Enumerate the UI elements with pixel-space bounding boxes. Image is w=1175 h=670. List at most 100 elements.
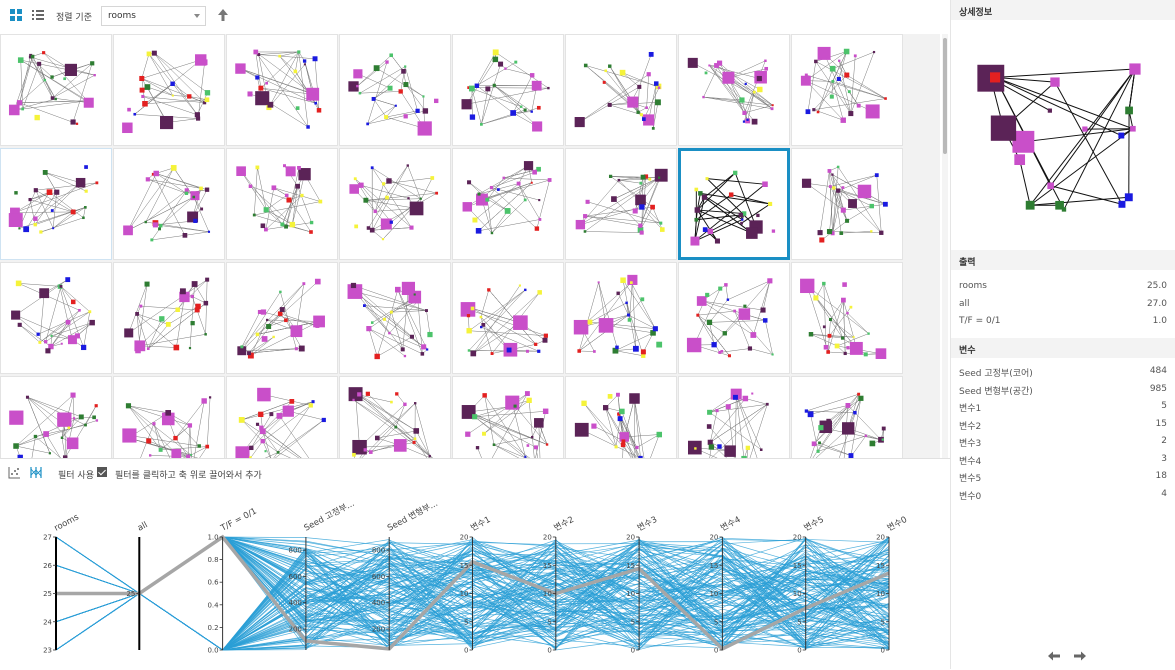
thumbnail-graph	[453, 377, 563, 458]
graph-nodes	[124, 278, 209, 354]
thumbnail-graph	[114, 377, 224, 458]
parallel-coordinates-icon[interactable]	[29, 466, 43, 479]
scatter-plot-icon[interactable]	[8, 466, 21, 479]
sort-ascending-icon[interactable]	[216, 8, 230, 22]
pc-tick-label: 600	[372, 573, 385, 581]
pc-tick-label: 0	[631, 647, 635, 655]
arrow-right-icon[interactable]	[1074, 652, 1086, 661]
detail-title: 상세정보	[951, 0, 1175, 20]
pc-tick-label: 10	[460, 590, 469, 598]
list-view-icon[interactable]	[31, 8, 45, 22]
graph-nodes	[576, 169, 668, 235]
output-row-key: T/F = 0/1	[959, 316, 1000, 333]
result-thumbnail[interactable]	[452, 148, 564, 260]
pc-tick-label: 5	[881, 618, 885, 626]
result-thumbnail[interactable]	[678, 262, 790, 374]
pc-tick-label: 10	[793, 590, 802, 598]
result-thumbnail[interactable]	[0, 376, 112, 458]
result-thumbnail[interactable]	[0, 34, 112, 146]
grid-view-icon[interactable]	[9, 8, 23, 22]
variable-row-value: 4	[1161, 489, 1167, 506]
result-thumbnail[interactable]	[339, 376, 451, 458]
pc-tick-label: 20	[876, 534, 885, 542]
variables-section-title: 변수	[951, 338, 1175, 358]
filter-enable-checkbox[interactable]	[97, 467, 107, 477]
thumbnail-graph	[792, 149, 902, 259]
graph-nodes	[235, 50, 321, 129]
pc-axis-label: rooms	[53, 512, 82, 533]
result-thumbnail[interactable]	[678, 376, 790, 458]
variable-row-key: 변수4	[959, 454, 981, 471]
result-thumbnail[interactable]	[452, 262, 564, 374]
result-thumbnail[interactable]	[339, 148, 451, 260]
variable-row-value: 484	[1150, 366, 1167, 383]
pc-tick-label: 0.4	[207, 601, 219, 609]
pc-tick-label: 20	[793, 534, 802, 542]
pc-tick-label: 800	[289, 547, 302, 555]
result-thumbnail[interactable]	[565, 262, 677, 374]
thumbnail-graph	[1, 149, 111, 259]
variable-row-value: 3	[1161, 454, 1167, 471]
result-thumbnail[interactable]	[678, 148, 790, 260]
variable-row-value: 18	[1156, 471, 1167, 488]
pc-axis-label: 변수1	[469, 514, 493, 534]
result-thumbnail[interactable]	[791, 376, 903, 458]
result-thumbnail[interactable]	[339, 34, 451, 146]
thumbnail-graph	[1, 263, 111, 373]
variable-row: Seed 고정부(코어)484	[959, 366, 1167, 383]
result-thumbnail[interactable]	[113, 34, 225, 146]
graph-nodes	[575, 52, 662, 130]
result-thumbnail[interactable]	[226, 34, 338, 146]
result-thumbnail[interactable]	[226, 148, 338, 260]
thumbnail-graph	[1, 35, 111, 145]
result-thumbnail[interactable]	[678, 34, 790, 146]
pc-tick-label: 10	[626, 590, 635, 598]
pc-tick-label: 5	[547, 618, 551, 626]
grid-scrollbar[interactable]	[942, 34, 948, 458]
graph-edges	[16, 395, 97, 458]
pc-axis[interactable]: T/F = 0/11.00.80.60.40.20.0	[207, 506, 258, 654]
pc-tick-label: 800	[372, 547, 385, 555]
result-thumbnail[interactable]	[791, 148, 903, 260]
pc-tick-label: 15	[709, 562, 718, 570]
thumbnail-graph	[679, 263, 789, 373]
graph-nodes	[462, 49, 550, 131]
result-thumbnail[interactable]	[226, 376, 338, 458]
scrollbar-thumb[interactable]	[943, 38, 947, 154]
graph-edges	[807, 167, 886, 240]
pc-tick-label: 0.2	[207, 624, 218, 632]
arrow-left-icon[interactable]	[1048, 652, 1060, 661]
pc-tick-label: 0	[464, 647, 468, 655]
result-thumbnail[interactable]	[791, 262, 903, 374]
result-thumbnail[interactable]	[565, 148, 677, 260]
result-thumbnail[interactable]	[791, 34, 903, 146]
thumbnail-graph	[227, 35, 337, 145]
thumbnail-graph	[679, 35, 789, 145]
pc-tick-label: 0.6	[207, 579, 219, 587]
result-thumbnail[interactable]	[226, 262, 338, 374]
thumbnail-graph	[792, 377, 902, 458]
result-thumbnail[interactable]	[565, 376, 677, 458]
pc-tick-label: 10	[543, 590, 552, 598]
result-thumbnail[interactable]	[113, 262, 225, 374]
pc-tick-label: 1.0	[207, 534, 218, 542]
result-thumbnail[interactable]	[113, 148, 225, 260]
sort-select[interactable]: rooms	[101, 6, 206, 26]
variable-row-key: 변수1	[959, 401, 981, 418]
result-thumbnail[interactable]	[565, 34, 677, 146]
result-thumbnail[interactable]	[339, 262, 451, 374]
graph-nodes	[9, 393, 98, 458]
result-thumbnail[interactable]	[452, 34, 564, 146]
result-thumbnail[interactable]	[0, 148, 112, 260]
result-thumbnail[interactable]	[452, 376, 564, 458]
result-thumbnail[interactable]	[113, 376, 225, 458]
result-thumbnail[interactable]	[0, 262, 112, 374]
pc-tick-label: 400	[289, 599, 302, 607]
